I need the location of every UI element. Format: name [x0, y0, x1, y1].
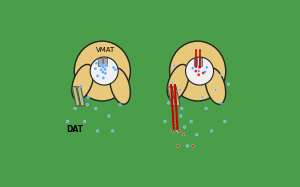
Circle shape	[86, 103, 89, 106]
Circle shape	[80, 98, 83, 100]
Circle shape	[182, 133, 185, 136]
Circle shape	[96, 74, 99, 77]
Polygon shape	[172, 86, 180, 106]
Circle shape	[179, 115, 182, 117]
Polygon shape	[168, 86, 176, 106]
Circle shape	[186, 145, 189, 147]
Circle shape	[197, 65, 200, 68]
Circle shape	[190, 120, 192, 123]
Circle shape	[177, 145, 179, 147]
Circle shape	[119, 103, 122, 106]
Circle shape	[104, 68, 107, 71]
Circle shape	[114, 68, 117, 71]
Circle shape	[214, 88, 217, 91]
Circle shape	[112, 66, 115, 69]
Circle shape	[95, 62, 98, 65]
Circle shape	[210, 130, 213, 132]
Circle shape	[198, 66, 201, 69]
Circle shape	[183, 126, 186, 128]
Circle shape	[164, 120, 166, 123]
Circle shape	[94, 67, 97, 70]
Ellipse shape	[72, 64, 94, 100]
Circle shape	[167, 102, 170, 104]
Circle shape	[224, 120, 226, 123]
Ellipse shape	[110, 68, 130, 104]
Circle shape	[90, 57, 118, 85]
Circle shape	[177, 130, 179, 132]
Circle shape	[173, 64, 176, 67]
Circle shape	[96, 130, 99, 132]
Circle shape	[205, 66, 208, 69]
Circle shape	[181, 107, 183, 110]
Circle shape	[83, 120, 86, 123]
Circle shape	[227, 83, 230, 85]
Circle shape	[220, 102, 222, 104]
Polygon shape	[72, 86, 80, 106]
Bar	[194, 58, 197, 66]
Circle shape	[178, 130, 180, 132]
Circle shape	[104, 64, 107, 67]
Bar	[199, 58, 202, 66]
Circle shape	[178, 88, 181, 91]
Circle shape	[185, 57, 214, 85]
Circle shape	[87, 96, 90, 99]
Circle shape	[192, 145, 194, 147]
Bar	[98, 58, 102, 66]
Circle shape	[100, 68, 103, 71]
Text: DAT: DAT	[66, 125, 83, 134]
Circle shape	[111, 130, 114, 132]
Circle shape	[103, 68, 106, 71]
Ellipse shape	[74, 41, 130, 101]
Text: VMAT: VMAT	[95, 47, 115, 53]
Ellipse shape	[205, 68, 226, 104]
Circle shape	[102, 65, 105, 68]
Circle shape	[197, 73, 200, 76]
Circle shape	[201, 96, 204, 99]
Circle shape	[171, 130, 174, 132]
Circle shape	[220, 73, 222, 76]
Circle shape	[74, 107, 76, 110]
Circle shape	[205, 107, 207, 110]
Circle shape	[101, 71, 104, 74]
Ellipse shape	[167, 64, 189, 100]
Circle shape	[194, 70, 197, 73]
Circle shape	[104, 72, 107, 75]
Circle shape	[202, 71, 205, 74]
Circle shape	[94, 107, 97, 110]
Circle shape	[101, 64, 104, 67]
Circle shape	[80, 85, 82, 87]
Circle shape	[108, 115, 110, 117]
Circle shape	[197, 70, 200, 73]
Bar	[103, 58, 106, 66]
Circle shape	[195, 133, 198, 136]
Circle shape	[174, 120, 177, 123]
Polygon shape	[77, 86, 85, 106]
Ellipse shape	[169, 41, 226, 101]
Circle shape	[102, 76, 105, 79]
Circle shape	[203, 70, 206, 73]
Circle shape	[171, 81, 174, 84]
Circle shape	[191, 67, 194, 70]
Circle shape	[66, 120, 69, 123]
